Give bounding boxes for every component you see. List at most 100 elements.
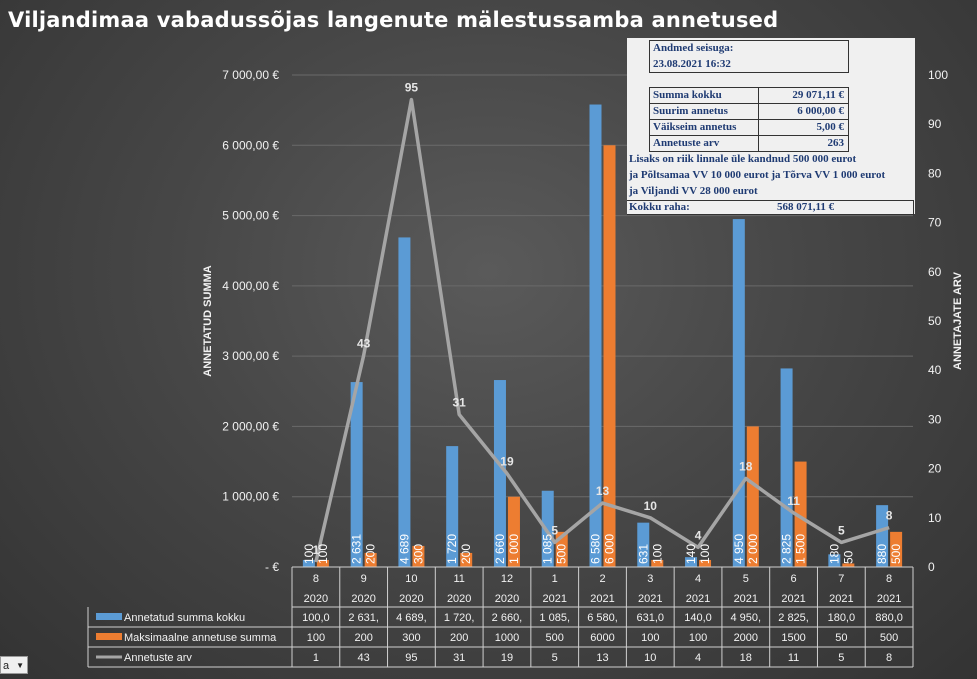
- stat-row-total: Summa kokku 29 071,11 €: [650, 88, 848, 104]
- x-category-month: 3: [647, 573, 653, 585]
- bar-value-label: 4 689: [397, 534, 411, 564]
- bar: [603, 145, 616, 568]
- y2-tick-label: 0: [928, 560, 935, 574]
- bar-value-label: 1 000: [507, 534, 521, 564]
- bar: [780, 368, 793, 567]
- total-row: Kokku raha: 568 071,11 €: [627, 200, 914, 215]
- x-category-year: 2021: [686, 593, 710, 605]
- table-cell: 2 660,: [492, 612, 523, 624]
- stat-label: Väikseim annetus: [653, 121, 737, 133]
- bar-value-label: 180: [827, 544, 841, 564]
- x-category-year: 2020: [495, 593, 519, 605]
- filter-dropdown[interactable]: a ▼: [0, 656, 28, 674]
- x-category-year: 2020: [447, 593, 471, 605]
- y2-tick-label: 100: [928, 68, 948, 82]
- bar: [364, 552, 377, 567]
- stat-value: 6 000,00 €: [797, 105, 844, 117]
- table-cell: 4: [695, 652, 701, 664]
- bar-value-label: 2 000: [746, 534, 760, 564]
- table-cell: 6 580,: [587, 612, 618, 624]
- x-category-month: 2: [599, 573, 605, 585]
- x-category-year: 2020: [304, 593, 328, 605]
- dropdown-value: a: [3, 660, 10, 672]
- table-cell: 50: [835, 632, 847, 644]
- table-cell: 5: [552, 652, 558, 664]
- line-value-label: 8: [886, 509, 893, 523]
- line-value-label: 31: [453, 395, 467, 409]
- table-cell: 11: [788, 652, 799, 664]
- x-category-year: 2021: [877, 593, 901, 605]
- bar-value-label: 200: [364, 544, 378, 564]
- stat-label: Annetuste arv: [653, 137, 720, 149]
- note-line: Lisaks on riik linnale üle kandnud 500 0…: [629, 153, 857, 165]
- x-category-month: 9: [361, 573, 367, 585]
- line-value-label: 5: [551, 523, 558, 537]
- bar-value-label: 50: [841, 550, 855, 564]
- table-cell: 300: [402, 632, 420, 644]
- y-tick-label: 4 000,00 €: [222, 279, 279, 293]
- y-tick-label: 7 000,00 €: [222, 68, 279, 82]
- line-series: [314, 97, 890, 563]
- table-cell: 2 631,: [348, 612, 379, 624]
- table-cell: 4 689,: [396, 612, 427, 624]
- total-label: Kokku raha:: [629, 201, 690, 213]
- table-cell: 95: [405, 652, 417, 664]
- chart-title: Viljandimaa vabadussõjas langenute mäles…: [8, 8, 779, 32]
- y2-tick-label: 30: [928, 412, 942, 426]
- y2-tick-label: 70: [928, 216, 942, 230]
- axes: - € 1 000,00 € 2 000,00 € 3 000,00 € 4 000,0…: [202, 68, 964, 574]
- line-value-label: 13: [596, 484, 610, 498]
- x-category-month: 10: [405, 573, 417, 585]
- table-cell: 500: [880, 632, 898, 644]
- line-value-label: 4: [695, 528, 702, 542]
- stats-table: Summa kokku 29 071,11 € Suurim annetus 6…: [649, 87, 849, 152]
- line-value-label: 10: [644, 499, 658, 513]
- bar: [493, 380, 506, 567]
- x-category-month: 6: [791, 573, 797, 585]
- bar: [412, 545, 425, 567]
- table-cell: 100: [641, 632, 659, 644]
- table-cell: 4 950,: [731, 612, 762, 624]
- legend-entry: Annetatud summa kokku: [124, 612, 245, 624]
- bar: [890, 531, 903, 567]
- x-category-month: 8: [313, 573, 319, 585]
- y2-axis-title: ANNETAJATE ARV: [952, 271, 964, 370]
- table-cell: 43: [358, 652, 370, 664]
- table-cell: 10: [644, 652, 656, 664]
- table-cell: 500: [546, 632, 564, 644]
- y2-tick-label: 50: [928, 314, 942, 328]
- bar-value-label: 140: [684, 544, 698, 564]
- bar-value-label: 500: [889, 544, 903, 564]
- x-category-month: 11: [453, 573, 464, 585]
- bar: [842, 563, 855, 567]
- bar-value-label: 1 500: [794, 534, 808, 564]
- table-cell: 31: [453, 652, 465, 664]
- x-category-month: 8: [886, 573, 892, 585]
- stat-label: Summa kokku: [653, 89, 722, 101]
- date-label: Andmed seisuga:: [653, 42, 734, 54]
- y-tick-label: 3 000,00 €: [222, 349, 279, 363]
- total-value: 568 071,11 €: [777, 201, 835, 213]
- x-category-month: 5: [743, 573, 749, 585]
- x-category-year: 2021: [590, 593, 614, 605]
- legend-entry: Annetuste arv: [124, 652, 192, 664]
- bar: [316, 559, 329, 567]
- y2-tick-label: 20: [928, 462, 942, 476]
- table-cell: 1 720,: [444, 612, 475, 624]
- x-category-year: 2021: [734, 593, 758, 605]
- bar-value-label: 6 000: [603, 534, 617, 564]
- chevron-down-icon: ▼: [16, 661, 24, 670]
- bar: [699, 559, 712, 567]
- line-value-label: 5: [838, 523, 845, 537]
- bar-value-label: 2 631: [350, 534, 364, 564]
- line-series-path: [314, 97, 890, 563]
- y-tick-label: 1 000,00 €: [222, 490, 279, 504]
- stat-row-min: Väikseim annetus 5,00 €: [650, 120, 848, 136]
- x-category-year: 2021: [829, 593, 853, 605]
- table-cell: 1: [313, 652, 319, 664]
- table-cell: 880,0: [875, 612, 903, 624]
- bar-value-label: 100: [650, 544, 664, 564]
- data-labels: 100 2 631 4 689 1 720 2 660 1 085 6 580 631 140 4…: [302, 81, 903, 564]
- y2-tick-label: 10: [928, 511, 942, 525]
